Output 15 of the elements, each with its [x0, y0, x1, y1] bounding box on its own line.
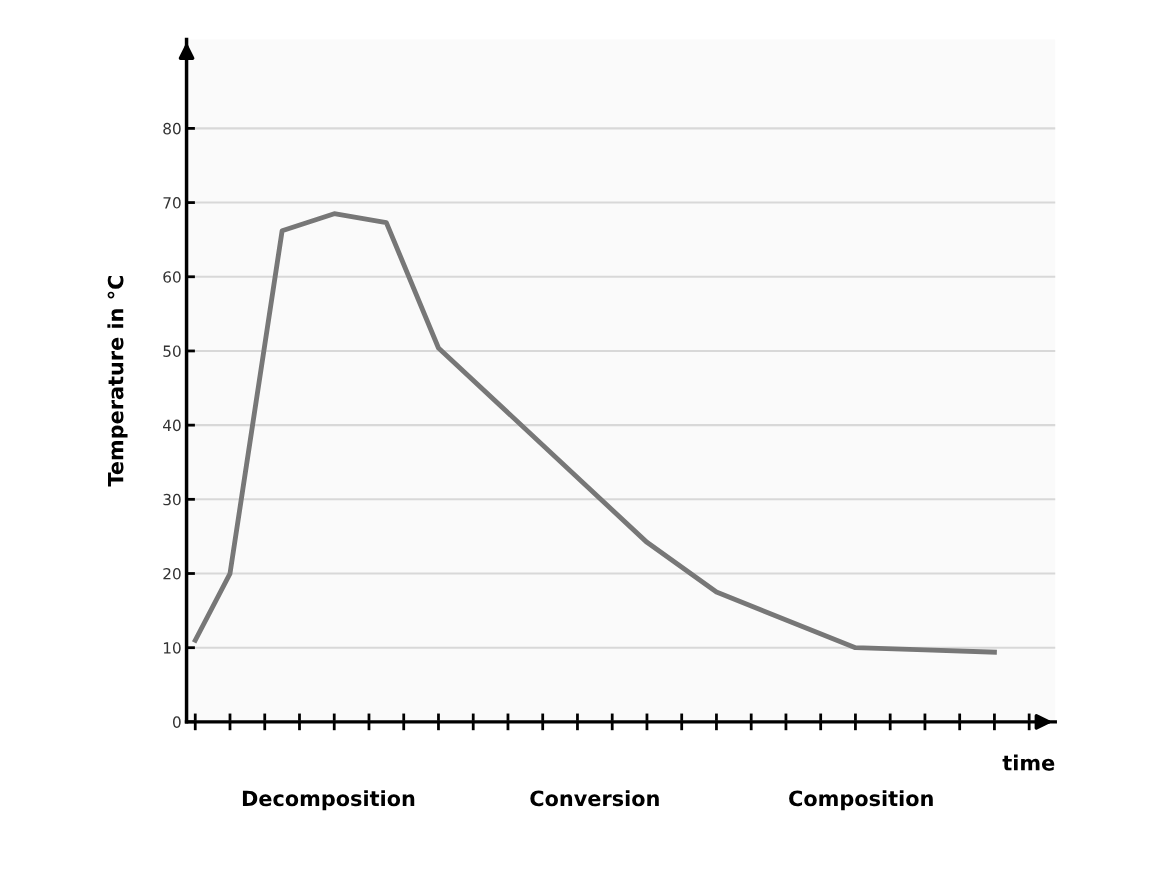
y-tick-label: 40	[163, 419, 181, 432]
x-axis-title: time	[1002, 754, 1055, 771]
y-tick-label: 50	[163, 345, 181, 357]
y-tick-label: 20	[163, 567, 181, 580]
y-tick-label: 60	[163, 271, 181, 283]
line-series	[192, 211, 997, 655]
y-axis-title: Temperature in °C	[107, 275, 128, 487]
text: Conversion	[530, 790, 659, 807]
y-tick-label: 0	[172, 716, 181, 728]
y-tick-label: 10	[163, 642, 181, 654]
y-tick-label: 30	[163, 493, 181, 506]
text: Decomposition	[242, 790, 415, 811]
y-tick-label: 70	[163, 197, 181, 209]
text: Composition	[789, 790, 933, 811]
y-tick-label: 80	[163, 122, 181, 135]
